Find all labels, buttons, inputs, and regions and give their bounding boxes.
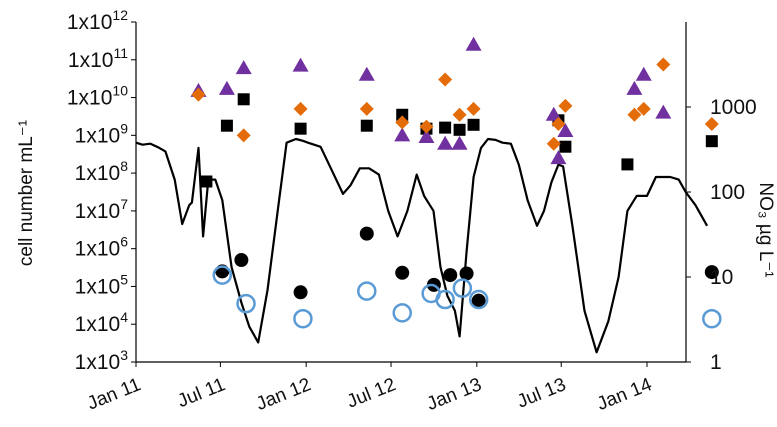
blue-open-circle-point [468, 289, 489, 310]
black-circle-point [459, 266, 474, 281]
y-axis-label: cell number mL⁻¹ [16, 120, 37, 266]
orange-diamond-point [452, 107, 467, 122]
y2-tick-label: 100 [710, 181, 745, 204]
purple-triangle-point [655, 104, 672, 119]
x-tick-label: Jul 11 [175, 374, 229, 412]
orange-diamond-point [236, 128, 251, 143]
black-square-point [360, 119, 373, 132]
black-square-point [559, 140, 572, 153]
y-tick-label: 1x106 [75, 234, 129, 261]
purple-triangle-point [218, 80, 235, 95]
x-tick-label: Jan 13 [424, 374, 485, 415]
black-square-point [237, 93, 250, 106]
y-tick-label: 1x105 [75, 271, 129, 298]
purple-triangle-point [235, 60, 252, 75]
x-tick-label: Jan 11 [84, 374, 143, 414]
blue-open-circle-point [435, 289, 455, 310]
blue-open-circle-point [392, 303, 412, 323]
black-square-point [467, 118, 480, 131]
purple-triangle-point [418, 129, 435, 144]
black-square-point [200, 175, 213, 188]
orange-diamond-point [293, 101, 308, 116]
orange-diamond-point [656, 57, 671, 72]
y2-tick-label: 10 [710, 266, 733, 289]
y-tick-label: 1x103 [75, 347, 129, 374]
blue-open-circle-point [357, 281, 377, 301]
purple-triangle-point [437, 135, 454, 150]
y-tick-label: 1x108 [75, 158, 129, 185]
black-square-point [453, 123, 466, 136]
y-tick-label: 1x1011 [68, 45, 128, 72]
black-circle-point [471, 293, 486, 308]
purple-triangle-point [626, 80, 643, 95]
orange-diamond-point [546, 136, 561, 151]
x-tick-label: Jan 12 [253, 374, 314, 415]
purple-triangle-point [545, 106, 562, 121]
purple-triangle-point [451, 135, 468, 150]
orange-diamond-point [704, 116, 719, 131]
purple-triangle-point [465, 36, 482, 51]
black-circle-point [293, 285, 308, 300]
purple-triangle-point [635, 66, 652, 81]
y-tick-label: 1x104 [75, 309, 129, 336]
y2-tick-label: 1000 [710, 96, 757, 119]
y2-axis-label: NO₃ µg L⁻¹ [755, 182, 776, 277]
orange-diamond-point [191, 87, 206, 102]
black-square-point [396, 108, 409, 121]
orange-diamond-point [419, 119, 434, 134]
orange-diamond-point [551, 116, 566, 131]
blue-open-circle-point [212, 265, 233, 285]
purple-triangle-point [550, 150, 567, 165]
orange-diamond-point [558, 98, 573, 113]
y-tick-label: 1x1010 [67, 83, 128, 110]
orange-diamond-point [438, 72, 453, 87]
blue-open-circle-point [702, 308, 722, 329]
x-tick-label: Jan 14 [594, 374, 655, 415]
nitrate-line-layer [135, 137, 709, 354]
blue-open-circle-point [236, 293, 256, 314]
black-square-point [621, 158, 634, 171]
orange-diamond-point [627, 107, 642, 122]
black-circle-point [234, 253, 249, 268]
black-square-point [705, 135, 718, 148]
black-square-point [220, 119, 233, 132]
purple-triangle-point [358, 66, 375, 81]
black-circle-point [443, 268, 458, 283]
orange-diamond-point [359, 101, 374, 116]
purple-triangle-point [557, 123, 574, 138]
axes-layer: 1x103 1x104 1x105 1x106 1x107 1x108 1x109 1x101… [67, 7, 757, 415]
purple-triangle-point [292, 57, 309, 72]
x-tick-label: Jul 13 [514, 374, 569, 412]
blue-open-circle-point [293, 308, 313, 329]
y-tick-label: 1x1012 [67, 7, 128, 34]
blue-open-circle-point [452, 278, 473, 298]
black-circle-point [704, 265, 719, 280]
black-square-point [439, 121, 452, 134]
purple-triangle-point [394, 127, 411, 142]
orange-diamond-point [466, 101, 481, 116]
nitrate-series-line [135, 137, 709, 354]
marker-layer [190, 36, 722, 329]
black-circle-point [359, 226, 374, 241]
x-tick-label: Jul 12 [344, 374, 399, 412]
y2-tick-label: 1 [710, 351, 722, 374]
orange-diamond-point [636, 101, 651, 116]
y-tick-label: 1x109 [75, 120, 129, 147]
black-circle-point [395, 265, 410, 280]
black-square-point [294, 122, 307, 135]
orange-diamond-point [395, 115, 410, 130]
y-tick-label: 1x107 [75, 196, 129, 223]
